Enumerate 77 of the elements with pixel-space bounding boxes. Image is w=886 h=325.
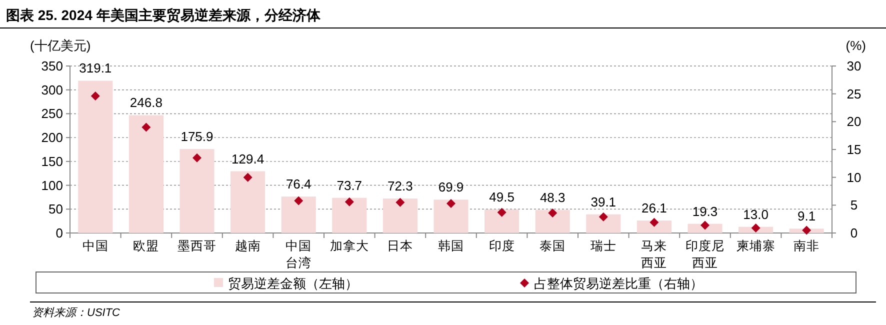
bar: [180, 149, 214, 233]
x-tick-label: 中国: [82, 239, 108, 253]
legend-label: 贸易逆差金额（左轴）: [228, 276, 358, 291]
text: 175.9: [180, 129, 214, 144]
text: 73.7: [336, 178, 362, 193]
text: 19.3: [692, 204, 718, 219]
y2-tick-label: 0: [850, 226, 858, 240]
text: 资料来源：USITC: [32, 306, 120, 319]
x-tick-label: 越南: [234, 239, 261, 253]
bar: [484, 209, 520, 233]
y-tick-label: 100: [41, 178, 63, 193]
x-tick-label: 南非: [794, 239, 820, 253]
y2-tick-label: 10: [846, 170, 862, 185]
point: [700, 220, 710, 230]
bar: [128, 115, 164, 233]
legend-label: 占整体贸易逆差比重（右轴）: [534, 276, 703, 291]
point: [751, 223, 760, 232]
point: [802, 226, 812, 235]
y2-tick-label: 20: [846, 114, 862, 130]
y-tick-label: 350: [41, 58, 63, 74]
x-tick-label: 泰国: [540, 239, 566, 253]
y-tick-label: 250: [41, 106, 63, 122]
point: [192, 153, 202, 162]
x-tick-label: 马来西亚: [641, 239, 668, 270]
text: 48.3: [540, 190, 566, 205]
y2-tick-label: 25: [846, 86, 862, 102]
y-tick-label: 200: [41, 130, 63, 146]
point: [90, 92, 100, 101]
y-tick-label: 50: [48, 202, 63, 217]
y-tick-label: 300: [41, 82, 63, 98]
x-tick-label: 印度: [488, 238, 515, 253]
text: 76.4: [286, 176, 312, 192]
bar: [636, 220, 672, 233]
x-tick-label: 印度尼西亚: [686, 238, 724, 270]
text: 39.1: [590, 194, 616, 210]
y-tick-label: 150: [41, 154, 63, 169]
bar: [535, 210, 570, 233]
x-tick-label: 瑞士: [590, 239, 616, 253]
bar: [382, 198, 418, 233]
chart-title: 图表 25. 2024 年美国主要贸易逆差来源，分经济体: [6, 7, 322, 23]
point: [142, 122, 151, 132]
y2-tick-label: 15: [846, 142, 862, 157]
bar: [281, 196, 316, 233]
text: 9.1: [798, 208, 816, 224]
x-tick-label: 中国台湾: [286, 239, 312, 270]
point: [243, 172, 252, 182]
y-tick-label: 0: [56, 226, 63, 240]
text: 13.0: [743, 206, 768, 222]
y2-tick-label: 30: [846, 58, 862, 74]
text: 69.9: [438, 180, 464, 195]
text: 49.5: [489, 189, 514, 204]
point: [548, 208, 558, 218]
x-tick-label: 墨西哥: [178, 239, 216, 253]
point: [294, 196, 304, 206]
point: [497, 208, 506, 217]
bar: [434, 200, 468, 233]
text: 246.8: [130, 95, 162, 110]
bar: [586, 214, 621, 233]
x-tick-label: 欧盟: [133, 239, 160, 253]
point: [344, 197, 354, 206]
x-tick-label: 柬埔寨: [736, 238, 776, 253]
bar: [230, 171, 266, 233]
bar: [78, 80, 113, 233]
bar: [332, 198, 367, 233]
x-tick-label: 日本: [387, 239, 414, 253]
text: 129.4: [232, 151, 264, 166]
point: [598, 212, 608, 222]
y2-axis-title: (%): [846, 38, 866, 53]
point: [446, 198, 456, 208]
y-axis-title: (十亿美元): [30, 38, 91, 53]
x-tick-label: 加拿大: [330, 239, 369, 253]
y2-tick-label: 5: [850, 198, 858, 213]
x-tick-label: 韩国: [438, 239, 464, 253]
point: [396, 198, 405, 207]
text: 319.1: [79, 60, 112, 76]
text: 72.3: [388, 178, 413, 194]
text: 26.1: [642, 200, 667, 216]
